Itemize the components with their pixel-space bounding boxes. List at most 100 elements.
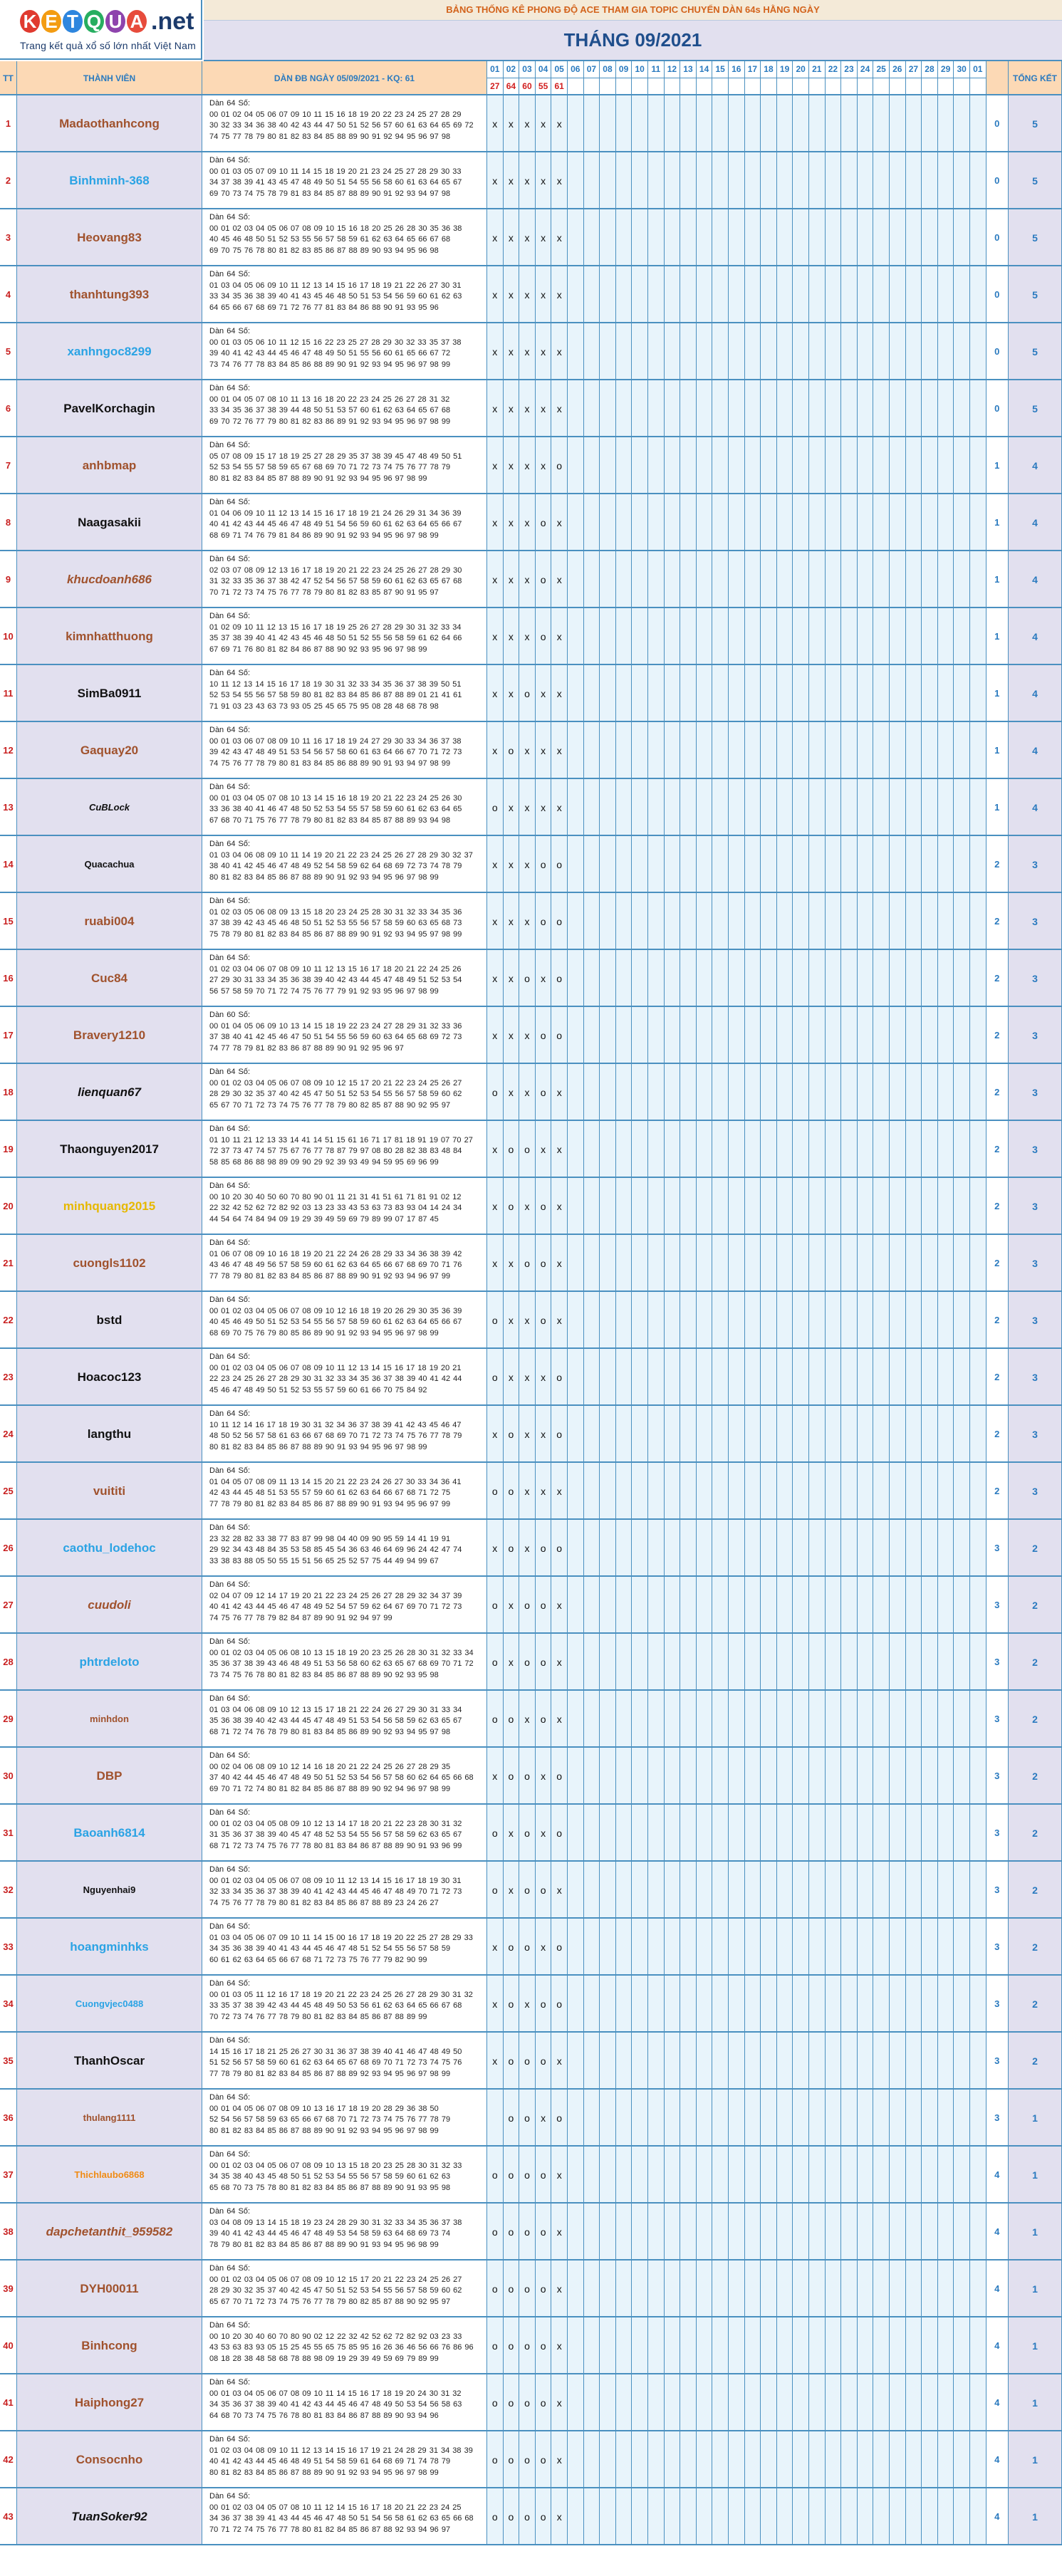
day-mark <box>583 95 600 152</box>
day-mark <box>890 2488 906 2545</box>
member-name-link[interactable]: Bravery1210 <box>17 1007 202 1064</box>
day-mark <box>761 1919 777 1976</box>
member-name-link[interactable]: ThanhOscar <box>17 2033 202 2090</box>
day-mark <box>744 380 761 437</box>
member-name-link[interactable]: Quacachua <box>17 836 202 893</box>
member-name-link[interactable]: Binhminh-368 <box>17 152 202 209</box>
day-column-header: 30 <box>954 61 970 95</box>
member-name-link[interactable]: DYH00011 <box>17 2260 202 2317</box>
day-mark <box>696 1064 713 1121</box>
day-mark: x <box>487 152 504 209</box>
member-name-link[interactable]: PavelKorchagin <box>17 380 202 437</box>
member-name-link[interactable]: Gaquay20 <box>17 722 202 779</box>
day-mark: x <box>551 2033 568 2090</box>
day-mark <box>632 1235 648 1292</box>
member-name-link[interactable]: Hoacoc123 <box>17 1349 202 1406</box>
day-mark <box>648 323 665 380</box>
number-set-label: Dàn 64 Số: <box>209 1751 251 1760</box>
member-name-link[interactable]: DBP <box>17 1748 202 1805</box>
member-name-link[interactable]: thulang1111 <box>17 2090 202 2147</box>
number-set-label: Dàn 64 Số: <box>209 1922 251 1931</box>
day-mark <box>857 323 874 380</box>
day-mark <box>825 2204 842 2260</box>
miss-total: 3 <box>1009 950 1062 1007</box>
member-name-link[interactable]: bstd <box>17 1292 202 1349</box>
member-name-link[interactable]: Madaothanhcong <box>17 95 202 152</box>
member-name-link[interactable]: ruabi004 <box>17 893 202 950</box>
member-name-link[interactable]: Thaonguyen2017 <box>17 1121 202 1178</box>
member-name-link[interactable]: phtrdeloto <box>17 1634 202 1691</box>
member-name-link[interactable]: langthu <box>17 1406 202 1463</box>
day-mark <box>648 1463 665 1520</box>
member-name-link[interactable]: cuudoli <box>17 1577 202 1634</box>
member-name-link[interactable]: TuanSoker92 <box>17 2488 202 2545</box>
day-mark <box>841 1349 858 1406</box>
day-mark: x <box>551 266 568 323</box>
member-name-link[interactable]: Nguyenhai9 <box>17 1862 202 1919</box>
number-set-line: 80 81 82 83 84 85 86 87 88 89 90 91 93 9… <box>209 1442 427 1451</box>
day-mark <box>809 1349 826 1406</box>
member-name-link[interactable]: Thichlaubo6868 <box>17 2147 202 2204</box>
member-name-link[interactable]: cuongls1102 <box>17 1235 202 1292</box>
member-name-link[interactable]: dapchetanthit_959582 <box>17 2204 202 2260</box>
day-mark <box>776 1007 793 1064</box>
day-mark <box>970 722 986 779</box>
member-name-link[interactable]: Heovang83 <box>17 209 202 266</box>
member-name-link[interactable]: khucdoanh686 <box>17 551 202 608</box>
member-name-link[interactable]: Baoanh6814 <box>17 1805 202 1862</box>
day-mark <box>776 950 793 1007</box>
hit-count: 2 <box>986 1406 1009 1463</box>
day-mark <box>776 1919 793 1976</box>
day-mark: o <box>551 950 568 1007</box>
number-set: Dàn 64 Số: 00 01 04 05 06 07 08 09 10 13 … <box>202 2090 487 2147</box>
day-mark <box>583 1406 600 1463</box>
number-set-line: 10 11 12 14 16 17 18 19 30 31 32 34 36 3… <box>209 1420 462 1429</box>
member-name-link[interactable]: Cuongvjec0488 <box>17 1976 202 2033</box>
day-mark <box>664 152 681 209</box>
day-mark <box>937 893 954 950</box>
number-set-label: Dàn 64 Số: <box>209 2093 251 2102</box>
day-mark <box>664 2204 681 2260</box>
day-mark <box>664 1976 681 2033</box>
member-name-link[interactable]: Consocnho <box>17 2431 202 2488</box>
day-mark <box>970 1178 986 1235</box>
member-name-link[interactable]: anhbmap <box>17 437 202 494</box>
member-name-link[interactable]: Cuc84 <box>17 950 202 1007</box>
member-name-link[interactable]: minhdon <box>17 1691 202 1748</box>
member-name-link[interactable]: Haiphong27 <box>17 2374 202 2431</box>
day-mark: o <box>535 494 552 551</box>
day-mark <box>744 1691 761 1748</box>
member-name-link[interactable]: CuBLock <box>17 779 202 836</box>
member-name-link[interactable]: hoangminhks <box>17 1919 202 1976</box>
table-row: 21 cuongls1102 Dàn 64 Số: 01 06 07 08 09 10… <box>0 1235 1062 1292</box>
number-set-label: Dàn 64 Số: <box>209 2150 251 2159</box>
member-name-link[interactable]: vuititi <box>17 1463 202 1520</box>
member-name-link[interactable]: kimnhatthuong <box>17 608 202 665</box>
day-mark <box>680 2317 697 2374</box>
day-mark <box>793 1349 809 1406</box>
member-name-link[interactable]: Naagasakii <box>17 494 202 551</box>
day-mark <box>615 1349 632 1406</box>
day-mark <box>568 2204 584 2260</box>
member-name-link[interactable]: xanhngoc8299 <box>17 323 202 380</box>
day-mark <box>776 722 793 779</box>
member-name-link[interactable]: thanhtung393 <box>17 266 202 323</box>
day-mark <box>680 2033 697 2090</box>
member-name-link[interactable]: Binhcong <box>17 2317 202 2374</box>
day-mark: o <box>519 1577 536 1634</box>
day-mark <box>680 1235 697 1292</box>
day-mark <box>873 1178 890 1235</box>
day-mark <box>970 1064 986 1121</box>
member-name-link[interactable]: minhquang2015 <box>17 1178 202 1235</box>
number-set-line: 01 02 03 04 08 09 10 11 12 13 14 15 16 1… <box>209 2446 473 2455</box>
member-name-link[interactable]: SimBa0911 <box>17 665 202 722</box>
day-mark <box>905 2431 922 2488</box>
day-mark <box>825 1349 842 1406</box>
day-mark <box>857 779 874 836</box>
member-name-link[interactable]: lienquan67 <box>17 1064 202 1121</box>
row-index: 26 <box>0 1520 17 1577</box>
member-name-link[interactable]: caothu_lodehoc <box>17 1520 202 1577</box>
day-mark: x <box>503 1235 520 1292</box>
day-mark <box>922 2204 938 2260</box>
